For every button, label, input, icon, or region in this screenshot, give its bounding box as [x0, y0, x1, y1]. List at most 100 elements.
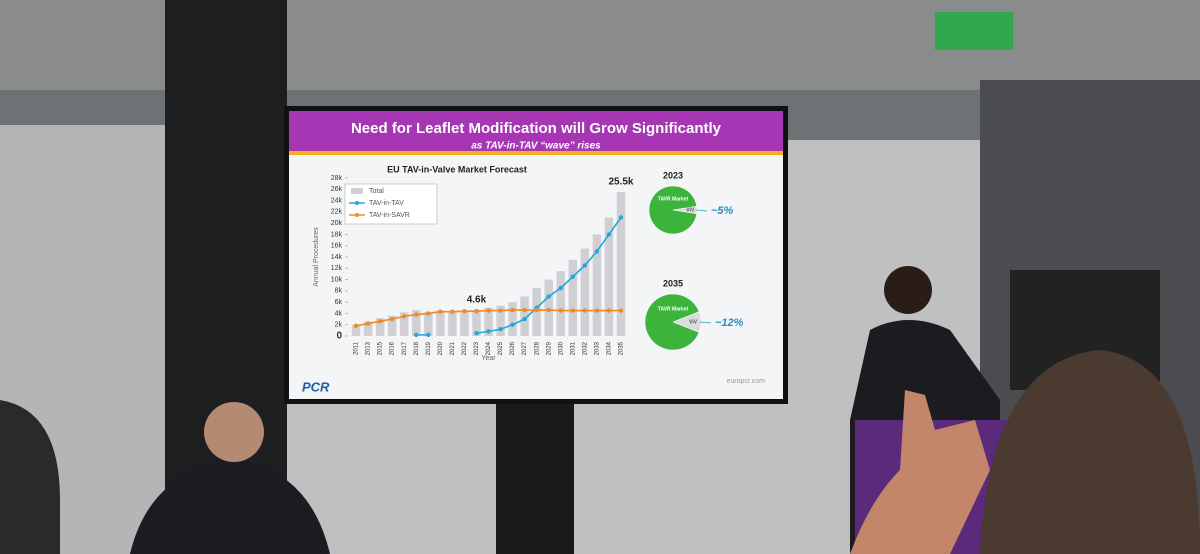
x-tick-label: 2023 [474, 341, 480, 355]
annotation: 25.5k [608, 177, 633, 188]
logo: PCR [302, 379, 330, 394]
legend-marker [355, 201, 359, 205]
bar [616, 192, 626, 336]
bar [472, 310, 481, 336]
x-tick-label: 2027 [522, 341, 528, 355]
bar [592, 234, 602, 336]
point [486, 329, 491, 334]
x-tick-label: 2024 [486, 341, 492, 355]
speaker-head [884, 266, 932, 314]
y-tick-label: 0 [336, 331, 342, 342]
point [606, 308, 612, 313]
bar [399, 312, 409, 336]
point [414, 332, 419, 338]
x-tick-label: 2011 [354, 341, 360, 355]
y-tick-label: 6k [335, 299, 343, 306]
x-tick-label: 2035 [619, 341, 625, 355]
y-tick-label: 10k [331, 276, 343, 283]
point [486, 308, 491, 313]
x-tick-label: 2017 [402, 341, 408, 355]
y-tick-label: 14k [331, 254, 343, 261]
leader-line [695, 209, 708, 212]
bar [568, 259, 578, 336]
pie-value-label: ~12% [715, 317, 744, 329]
x-tick-label: 2013 [366, 341, 372, 355]
bar [387, 315, 397, 336]
point [377, 319, 383, 324]
chart-title: EU TAV-in-Valve Market Forecast [387, 164, 527, 174]
bar [424, 312, 433, 336]
bar [412, 310, 421, 336]
point [365, 321, 371, 326]
point [510, 307, 515, 313]
y-tick-label: 8k [335, 288, 343, 295]
point [558, 308, 563, 313]
x-tick-label: 2029 [546, 341, 552, 355]
y-tick-label: 16k [331, 243, 343, 250]
x-tick-label: 2016 [390, 341, 396, 355]
bar [351, 324, 361, 336]
footer: europcr.com [726, 378, 765, 385]
bar [604, 217, 614, 336]
x-tick-label: 2020 [438, 341, 444, 355]
legend-marker [355, 213, 359, 217]
bar [460, 310, 469, 336]
x-tick-label: 2026 [510, 341, 516, 355]
pie-slice [644, 293, 700, 351]
bar [484, 307, 493, 336]
bar [436, 310, 445, 336]
audience-head-right [980, 350, 1200, 554]
slide-background [289, 111, 783, 399]
legend-label: TAV-in-SAVR [369, 212, 410, 219]
x-tick-label: 2034 [607, 341, 613, 355]
pie-label: ViV [689, 319, 698, 325]
x-tick-label: 2021 [450, 341, 456, 355]
pie-slice [648, 185, 697, 235]
y-tick-label: 20k [331, 220, 343, 227]
x-tick-label: 2022 [462, 341, 468, 355]
audience-head-left [0, 400, 60, 554]
slide-subtitle: as TAV-in-TAV “wave” rises [471, 141, 601, 152]
point [594, 308, 600, 313]
annotation: 4.6k [467, 295, 487, 306]
point [426, 332, 431, 338]
point [389, 316, 395, 322]
y-tick-label: 4k [335, 310, 343, 317]
y-tick-label: 18k [331, 231, 343, 238]
y-tick-label: 2k [335, 322, 343, 329]
y-tick-label: 24k [331, 197, 343, 204]
bar [544, 279, 553, 336]
header-rule [289, 151, 783, 155]
pie-label: ViV [686, 207, 695, 213]
point [618, 215, 624, 220]
point [426, 311, 431, 316]
bar [363, 321, 373, 336]
audience-head [204, 402, 264, 462]
point [510, 322, 515, 327]
point [594, 249, 600, 254]
point [546, 294, 551, 299]
x-tick-label: 2025 [498, 341, 504, 355]
point [414, 312, 419, 317]
x-tick-label: 2032 [582, 341, 588, 355]
x-tick-label: 2031 [570, 341, 576, 355]
pie-label: TAVR Market [658, 307, 689, 313]
point [498, 308, 503, 313]
point [534, 307, 539, 313]
pie-value-label: ~5% [711, 205, 734, 217]
point [618, 308, 624, 313]
point [582, 263, 588, 268]
point [438, 309, 443, 314]
x-tick-label: 2019 [426, 341, 432, 355]
point [474, 330, 479, 336]
bar [448, 311, 457, 336]
legend-swatch [351, 188, 363, 194]
point [474, 308, 479, 314]
bar [520, 296, 529, 336]
point [462, 308, 467, 314]
y-tick-label: 12k [331, 265, 343, 272]
audience-body [130, 460, 330, 554]
bar [556, 271, 565, 336]
slide-title: Need for Leaflet Modification will Grow … [351, 120, 722, 137]
